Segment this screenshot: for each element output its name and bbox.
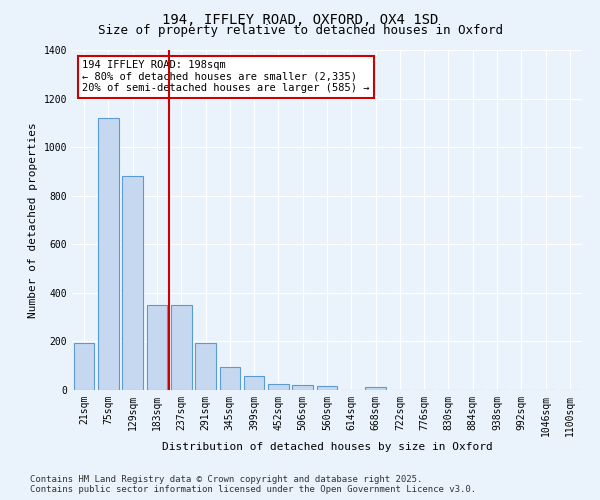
Bar bbox=[74, 342, 94, 390]
Bar bbox=[171, 305, 191, 390]
Y-axis label: Number of detached properties: Number of detached properties bbox=[28, 122, 38, 318]
Bar bbox=[122, 176, 143, 390]
Bar bbox=[146, 305, 167, 390]
Bar bbox=[292, 384, 313, 390]
Bar bbox=[195, 342, 216, 390]
Text: Contains HM Land Registry data © Crown copyright and database right 2025.
Contai: Contains HM Land Registry data © Crown c… bbox=[30, 474, 476, 494]
Text: 194, IFFLEY ROAD, OXFORD, OX4 1SD: 194, IFFLEY ROAD, OXFORD, OX4 1SD bbox=[162, 12, 438, 26]
Text: Size of property relative to detached houses in Oxford: Size of property relative to detached ho… bbox=[97, 24, 503, 37]
Bar bbox=[98, 118, 119, 390]
Bar bbox=[365, 387, 386, 390]
Bar bbox=[317, 386, 337, 390]
Bar bbox=[220, 367, 240, 390]
Bar bbox=[244, 376, 265, 390]
Text: 194 IFFLEY ROAD: 198sqm
← 80% of detached houses are smaller (2,335)
20% of semi: 194 IFFLEY ROAD: 198sqm ← 80% of detache… bbox=[82, 60, 370, 94]
Bar bbox=[268, 384, 289, 390]
X-axis label: Distribution of detached houses by size in Oxford: Distribution of detached houses by size … bbox=[161, 442, 493, 452]
